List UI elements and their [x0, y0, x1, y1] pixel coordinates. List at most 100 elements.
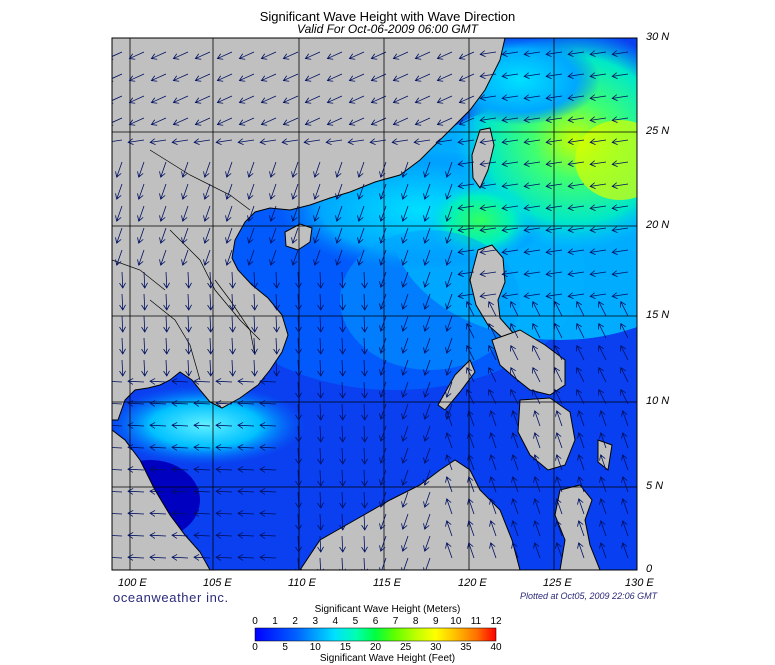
- wave-arrow: [589, 204, 607, 211]
- wave-arrow: [259, 138, 277, 145]
- wave-arrow: [357, 205, 365, 222]
- wave-arrow: [423, 271, 431, 288]
- wave-arrow: [259, 510, 277, 517]
- wave-arrow: [112, 51, 123, 60]
- wave-arrow: [237, 554, 255, 561]
- wave-arrow: [533, 498, 541, 515]
- wave-arrow: [445, 271, 453, 288]
- wave-arrow: [545, 248, 563, 255]
- wave-arrow: [467, 542, 475, 559]
- lon-label-110e: 110 E: [288, 577, 316, 589]
- wave-arrow: [379, 249, 387, 266]
- wave-arrow: [247, 249, 255, 266]
- wave-arrow: [361, 315, 368, 333]
- wave-arrow: [577, 432, 585, 449]
- wave-arrow: [112, 447, 123, 449]
- wave-arrow: [335, 249, 343, 266]
- wave-arrow: [619, 344, 629, 361]
- colorbar: [254, 627, 497, 642]
- wave-arrow: [159, 227, 167, 244]
- wave-arrow: [435, 138, 453, 145]
- wave-arrow: [567, 94, 585, 101]
- lat-label-15n: 15 N: [646, 309, 670, 321]
- wave-arrow: [225, 205, 233, 222]
- wave-arrow: [379, 161, 387, 178]
- wave-arrow: [295, 359, 302, 377]
- colorbar-feet-tick: 15: [339, 642, 351, 653]
- wave-arrow: [361, 293, 368, 311]
- wave-arrow: [501, 204, 519, 211]
- wave-arrow: [119, 359, 126, 377]
- wave-arrow: [392, 95, 409, 104]
- wave-arrow: [401, 381, 409, 398]
- wave-arrow: [335, 183, 343, 200]
- wave-arrow: [533, 520, 541, 537]
- wave-arrow: [611, 226, 629, 233]
- colorbar-feet-tick: 30: [430, 642, 442, 653]
- colorbar-meter-tick: 4: [332, 616, 339, 627]
- wave-arrow: [423, 513, 431, 530]
- wave-arrow: [141, 293, 148, 311]
- wave-arrow: [621, 542, 629, 559]
- wave-arrow: [119, 271, 126, 289]
- wave-arrow: [259, 444, 277, 451]
- wave-arrow: [238, 51, 255, 60]
- wave-arrow: [553, 366, 563, 383]
- wave-arrow: [577, 520, 585, 537]
- wave-arrow: [203, 205, 211, 222]
- wave-arrow: [193, 466, 211, 473]
- wave-arrow: [379, 513, 387, 530]
- wave-arrow: [237, 422, 255, 429]
- wave-arrow: [489, 542, 497, 559]
- wave-arrow: [599, 410, 607, 427]
- wave-arrow: [523, 160, 541, 167]
- wave-arrow: [479, 94, 497, 101]
- wave-arrow: [237, 444, 255, 451]
- wave-arrow: [112, 535, 123, 537]
- lon-label-115e: 115 E: [373, 577, 401, 589]
- wave-arrow: [313, 161, 321, 178]
- wave-arrow: [260, 51, 277, 60]
- wave-arrow: [171, 466, 189, 473]
- wave-arrow: [259, 400, 277, 407]
- colorbar-feet-tick: 35: [460, 642, 472, 653]
- wave-arrow: [531, 300, 541, 317]
- wave-arrow: [379, 535, 387, 552]
- wave-arrow: [203, 161, 211, 178]
- wave-arrow: [247, 183, 255, 200]
- wave-arrow: [621, 432, 629, 449]
- wave-arrow: [215, 422, 233, 429]
- wave-arrow: [445, 183, 453, 200]
- wave-arrow: [533, 410, 541, 427]
- wave-arrow: [465, 388, 475, 405]
- wave-arrow: [317, 557, 324, 570]
- wave-arrow: [370, 51, 387, 60]
- wave-arrow: [567, 160, 585, 167]
- wave-arrow: [203, 183, 211, 200]
- wave-arrow: [215, 400, 233, 407]
- wave-arrow: [567, 116, 585, 123]
- wave-arrow: [361, 381, 368, 399]
- wave-arrow: [445, 359, 453, 376]
- land-hainan: [284, 223, 313, 251]
- wave-arrow: [457, 138, 475, 145]
- wave-arrow: [282, 95, 299, 104]
- wave-arrow: [531, 366, 541, 383]
- wave-arrow: [317, 403, 324, 421]
- wave-arrow: [259, 554, 277, 561]
- wave-arrow: [445, 205, 453, 222]
- wave-arrow: [523, 138, 541, 145]
- wave-arrow: [361, 359, 368, 377]
- brand-logo-text: oceanweather inc.: [113, 590, 229, 605]
- wave-arrow: [423, 337, 431, 354]
- wave-arrow: [339, 337, 346, 355]
- wave-arrow: [172, 95, 189, 104]
- wave-arrow: [458, 95, 475, 104]
- wave-arrow: [458, 117, 475, 126]
- wave-arrow: [193, 378, 211, 385]
- wave-arrow: [295, 513, 302, 531]
- wave-arrow: [163, 337, 170, 355]
- wave-arrow: [597, 344, 607, 361]
- wave-arrow: [127, 400, 145, 407]
- wave-arrow: [339, 425, 346, 443]
